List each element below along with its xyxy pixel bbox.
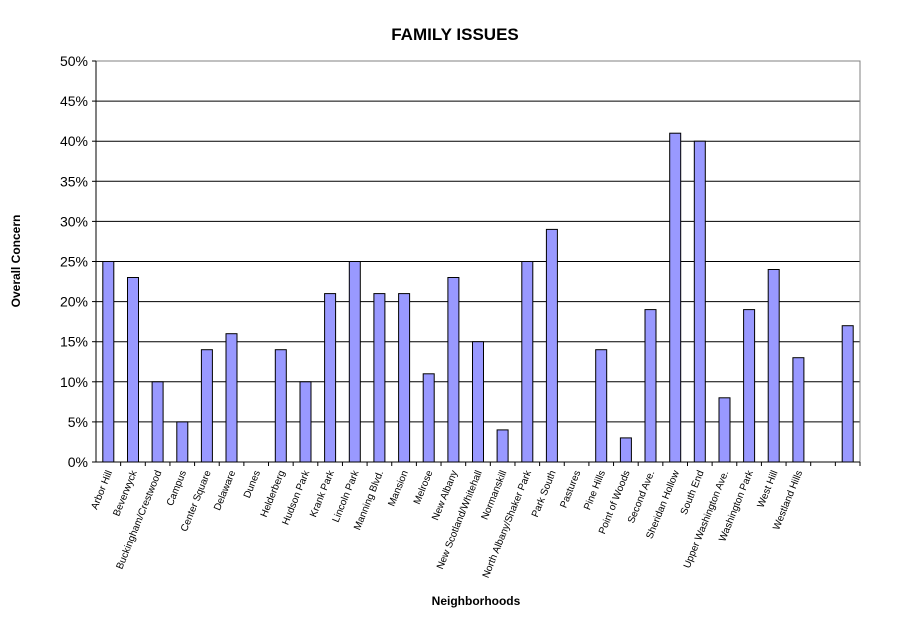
y-tick-label: 35% xyxy=(60,173,88,189)
chart-title: FAMILY ISSUES xyxy=(391,25,519,44)
x-category-label: South End xyxy=(679,469,707,516)
x-category-label: Mansion xyxy=(387,469,411,508)
y-tick-label: 25% xyxy=(60,254,88,270)
bar xyxy=(176,421,189,463)
bar xyxy=(299,381,312,463)
y-tick-label: 5% xyxy=(68,414,88,430)
bar xyxy=(274,349,287,463)
bar xyxy=(545,228,558,463)
y-tick-label: 50% xyxy=(60,53,88,69)
bar xyxy=(472,341,484,463)
bar xyxy=(693,140,706,463)
bar xyxy=(348,261,361,463)
bar xyxy=(496,429,509,463)
bar xyxy=(398,293,411,463)
y-tick-label: 15% xyxy=(60,334,88,350)
bar xyxy=(595,349,608,463)
x-category-label: Helderberg xyxy=(259,469,288,519)
x-axis-title: Neighborhoods xyxy=(432,594,521,608)
x-category-label: Buckingham/Crestwood xyxy=(115,469,165,571)
x-category-label: West Hill xyxy=(756,469,781,510)
bars xyxy=(102,132,854,463)
bar xyxy=(422,373,435,463)
x-category-label: Pastures xyxy=(558,469,583,510)
y-tick-label: 30% xyxy=(60,213,88,229)
y-axis-ticks: 0% 5% 10% 15% 20% 25% 30% 35% 40% 45% 50% xyxy=(60,53,96,470)
bar xyxy=(718,397,731,463)
bar xyxy=(373,293,386,463)
y-tick-label: 40% xyxy=(60,133,88,149)
x-category-label: Delaware xyxy=(212,469,238,513)
bar xyxy=(792,357,805,463)
x-category-label: New Scotland/Whitehall xyxy=(435,469,485,571)
bar xyxy=(225,333,238,463)
y-tick-label: 20% xyxy=(60,294,88,310)
x-category-label: Krank Park xyxy=(308,468,337,519)
bar xyxy=(767,269,780,463)
bar xyxy=(447,277,460,463)
x-category-label: Pine Hills xyxy=(582,469,608,512)
y-tick-label: 10% xyxy=(60,374,88,390)
x-category-label: Melrose xyxy=(412,469,436,507)
y-tick-label: 0% xyxy=(68,454,88,470)
bar xyxy=(200,349,213,463)
bar xyxy=(669,132,682,463)
bar xyxy=(521,261,534,463)
x-category-label: Campus xyxy=(165,469,189,508)
x-category-label: Dunes xyxy=(242,469,263,500)
bar xyxy=(619,437,632,463)
x-category-label: Beverwyck xyxy=(111,468,140,518)
bar xyxy=(743,309,756,463)
x-category-label: North Albany/Shaker Park xyxy=(481,468,535,580)
bar xyxy=(644,309,657,463)
y-tick-label: 45% xyxy=(60,93,88,109)
bar xyxy=(127,277,139,463)
bar xyxy=(324,293,337,463)
x-category-label: Arbor Hill xyxy=(89,469,115,511)
bar xyxy=(151,381,164,463)
bar xyxy=(841,325,854,463)
x-category-label: Park South xyxy=(530,469,559,519)
bar xyxy=(102,261,115,463)
y-axis-title: Overall Concern xyxy=(9,215,23,308)
